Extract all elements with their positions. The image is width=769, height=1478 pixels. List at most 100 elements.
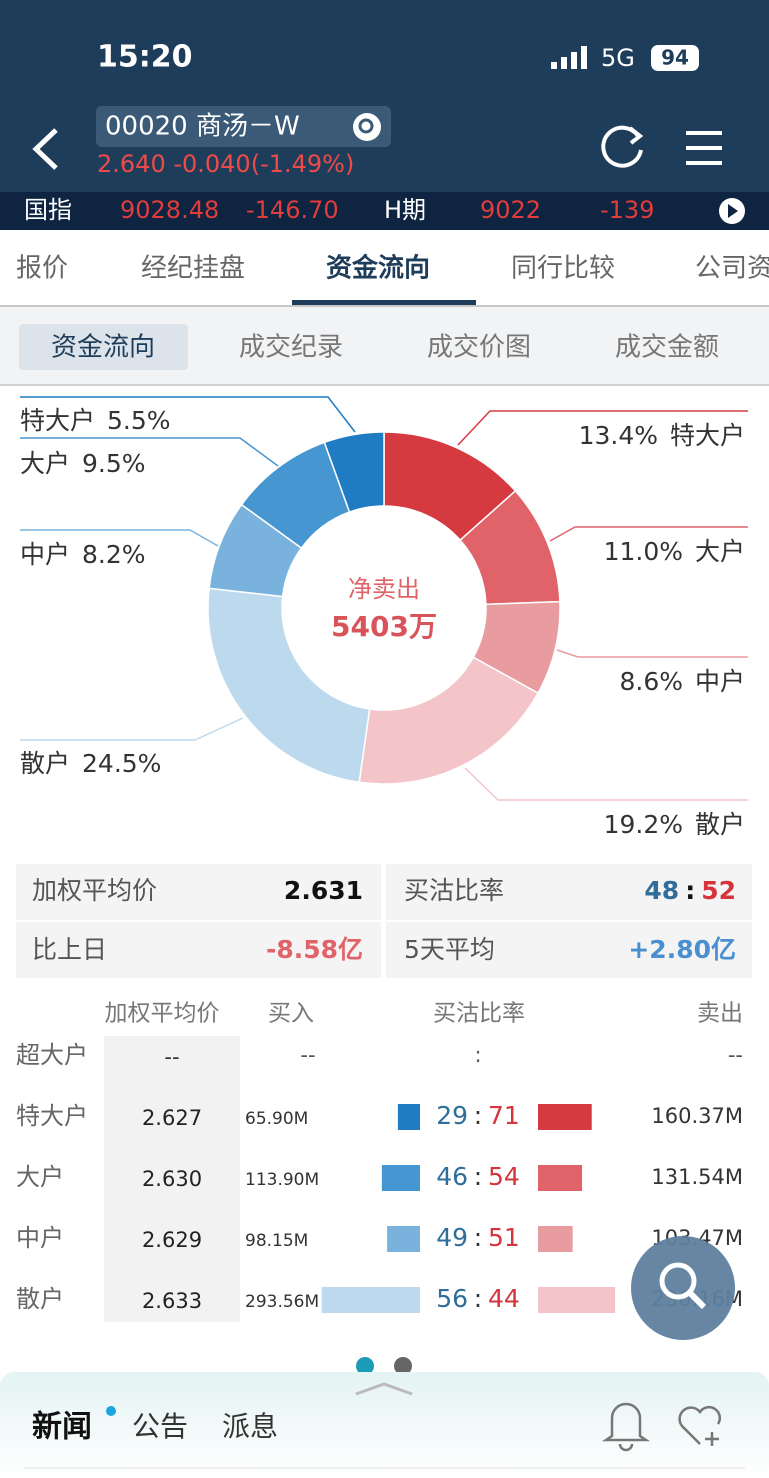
index-item: H期 [384,196,426,224]
ratio-buy: 49 [436,1223,468,1252]
label-value: 8.2% [82,540,146,569]
row-price: 2.627 [142,1106,202,1130]
expand-handle[interactable] [355,1382,413,1396]
ratio-sep: : [474,1284,482,1313]
row-sell: -- [728,1043,743,1067]
ratio-sep: : [685,876,695,905]
tab[interactable]: 公司资 [695,254,769,284]
tab[interactable]: 报价 [16,254,68,284]
stat-label: 比上日 [32,935,107,964]
ratio-sell: 52 [701,876,736,905]
menu-button[interactable] [686,131,722,165]
bottom-tab[interactable]: 新闻 [32,1410,92,1445]
center-label: 净卖出 [348,575,420,603]
float-search[interactable] [631,1236,735,1340]
ratio-sep: : [474,1223,482,1252]
buy-label: 大户 9.5% [20,449,146,478]
row-buy: 293.56M [245,1292,319,1312]
subtab[interactable]: 成交纪录 [239,333,343,363]
buy-label: 散户 24.5% [20,749,161,778]
tab[interactable]: 资金流向 [326,253,430,284]
time: 15:20 [97,40,193,75]
index-item: 9022 [480,196,541,224]
index-item: -146.70 [246,196,339,224]
buy-segment [208,503,303,598]
favorite-icon[interactable] [678,1405,722,1446]
tab[interactable]: 经纪挂盘 [141,254,245,284]
subtab[interactable]: 资金流向 [51,333,155,363]
ticker: 00020 商汤－W [105,112,300,142]
page-dot [394,1357,412,1375]
price-column [104,1036,240,1322]
tab-border [0,305,769,307]
tab-underline [292,300,476,305]
back-button[interactable] [32,128,58,170]
buy-bar [381,1165,420,1191]
float-search-handle [687,1290,707,1310]
index-items: 国指 9028.48 -146.70 H期 9022 -139 [24,196,654,224]
stat-cell [386,922,752,978]
buy-label: 中户 8.2% [20,540,146,569]
ratio-sep: : [474,1162,482,1191]
ratio-sell: 44 [488,1284,520,1313]
buy-label: 特大户 5.5% [20,406,171,435]
search-icon[interactable] [353,113,381,141]
bottom-tab[interactable]: 公告 [132,1410,188,1443]
row-name: 大户 [16,1163,64,1191]
leader-lines [20,396,748,801]
sell-label: 11.0% 大户 [604,537,745,566]
label-value: 9.5% [82,449,146,478]
battery-level: 94 [661,46,689,70]
ratio-buy: 46 [436,1162,468,1191]
row-buy: 98.15M [245,1231,308,1251]
ratio-sep: : [474,1101,482,1130]
ticker-box[interactable] [96,106,391,147]
bottom-tab[interactable]: 派息 [222,1410,278,1443]
ratio-buy: 48 [644,876,679,905]
row-price: 2.629 [142,1228,202,1252]
row-price: -- [164,1045,179,1069]
refresh-button[interactable] [601,125,644,168]
quote: 2.640 -0.040(-1.49%) [97,150,354,178]
stat-ratio: 48:52 [644,876,736,905]
buy-bar [387,1226,420,1252]
sell-bar [538,1104,592,1130]
ratio-buy: 29 [436,1101,468,1130]
buy-bar [321,1287,420,1313]
sell-label: 19.2% 散户 [604,810,745,839]
label-value: 8.6% [619,667,683,696]
ratio-buy: 56 [436,1284,468,1313]
subtab[interactable]: 成交价图 [427,333,531,363]
label-value: 5.5% [107,406,171,435]
label-name: 中户 [695,667,745,696]
stat-cell [16,864,381,920]
bell-icon[interactable] [601,1402,651,1452]
buy-segment [207,587,371,784]
row-sell: 160.37M [651,1104,743,1128]
sell-bar [538,1226,573,1252]
stat-value: -8.58亿 [266,935,363,964]
page-dot [356,1357,374,1375]
label-value: 11.0% [604,537,683,566]
row-name: 特大户 [16,1102,88,1130]
float-search-glass [659,1262,697,1300]
sell-bar [538,1287,616,1313]
stat-value: +2.80亿 [628,935,736,964]
tab[interactable]: 同行比较 [511,254,615,284]
label-name: 大户 [20,449,70,478]
row-name: 散户 [16,1285,64,1313]
table-header: 加权平均价 [105,1001,220,1027]
row-buy: 65.90M [245,1109,308,1129]
play-triangle [728,204,738,218]
row-price: 2.633 [142,1289,202,1313]
row-price: 2.630 [142,1167,202,1191]
table-header: 卖出 [697,1001,743,1027]
sell-label: 13.4% 特大户 [579,421,745,450]
sell-bar [538,1165,583,1191]
donut [207,431,561,785]
stat-cell [16,922,381,978]
label-name: 散户 [20,749,70,778]
subtab[interactable]: 成交金额 [615,333,719,363]
network: 5G [601,44,635,72]
row-sep: : [474,1043,481,1067]
